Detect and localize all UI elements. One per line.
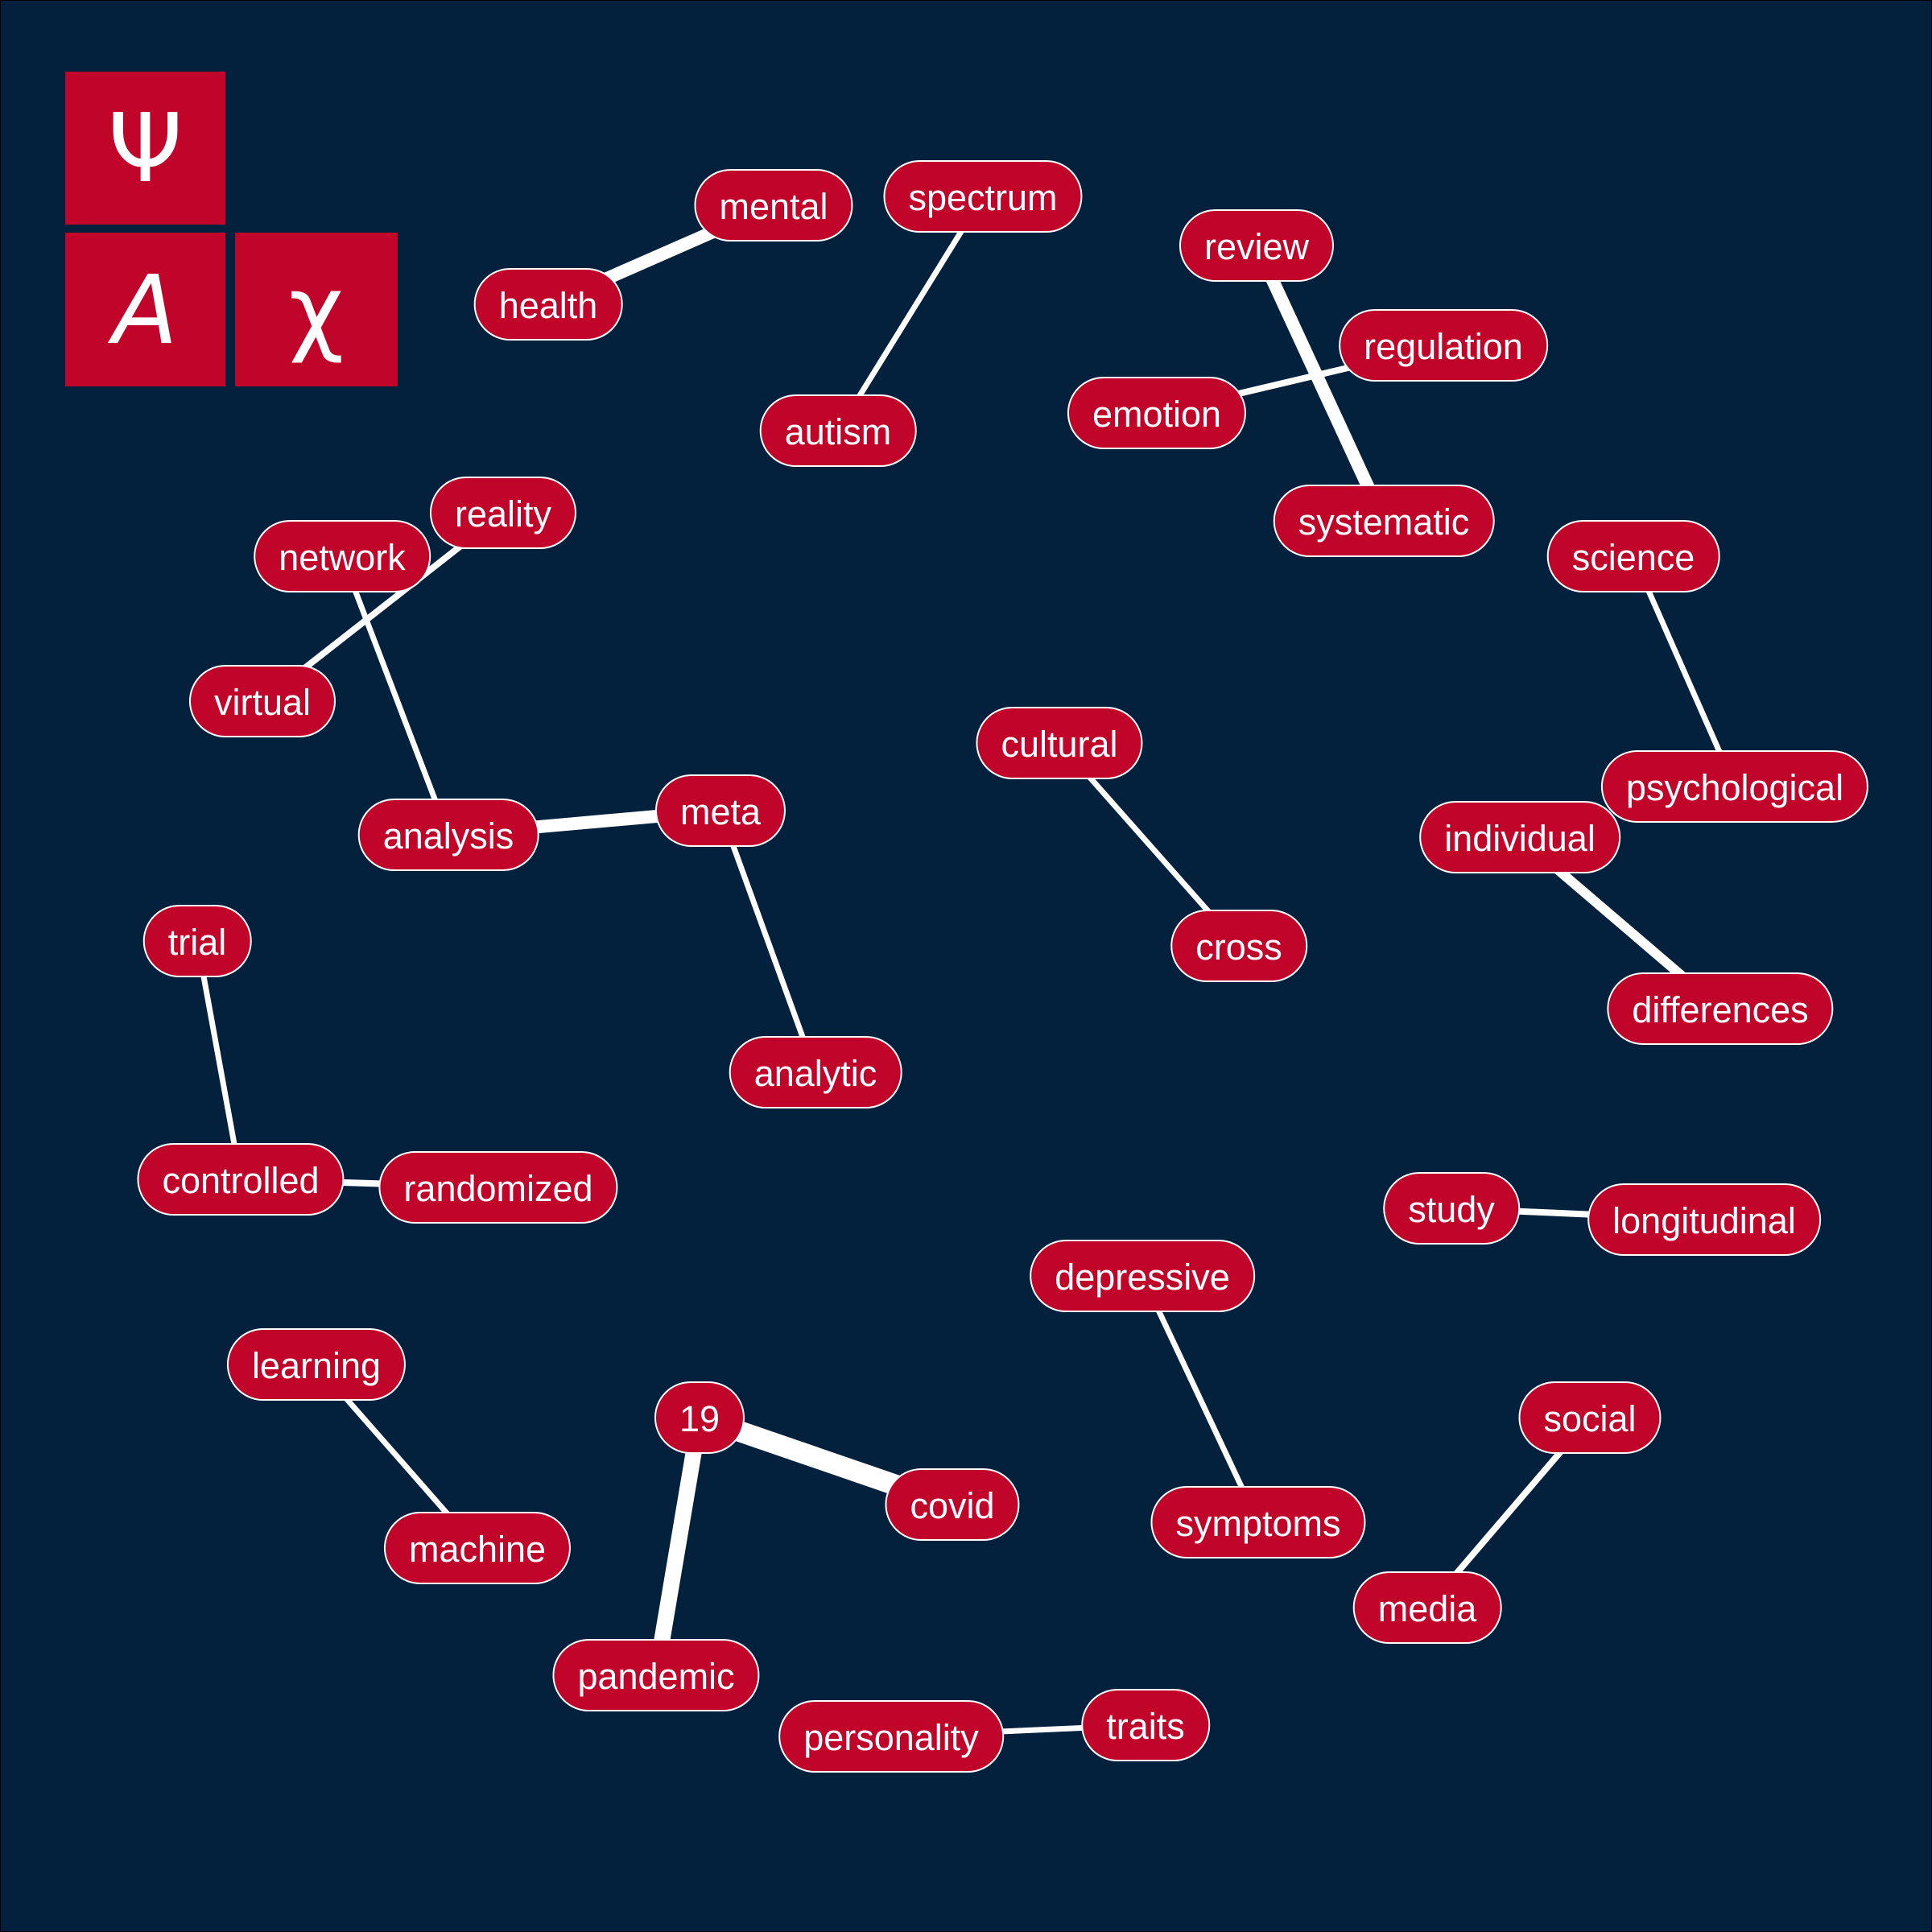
node-review: review	[1179, 209, 1335, 282]
node-randomized: randomized	[378, 1151, 618, 1224]
node-personality: personality	[778, 1700, 1004, 1773]
node-differences: differences	[1607, 972, 1834, 1045]
edge-trial-controlled	[194, 940, 244, 1180]
edge-depressive-symptoms	[1139, 1274, 1261, 1524]
node-analysis: analysis	[357, 799, 539, 871]
node-systematic: systematic	[1273, 485, 1495, 557]
node-analytic: analytic	[729, 1036, 902, 1108]
logo-alpha-tile: A	[65, 233, 225, 386]
node-n19: 19	[654, 1381, 745, 1454]
edge-science-psychological	[1630, 555, 1738, 788]
node-social: social	[1518, 1381, 1662, 1454]
logo-alpha-letter: A	[113, 254, 178, 365]
node-emotion: emotion	[1067, 377, 1247, 449]
node-media: media	[1352, 1571, 1502, 1644]
edge-review-systematic	[1250, 242, 1390, 524]
node-autism: autism	[759, 394, 917, 467]
node-learning: learning	[226, 1328, 407, 1401]
node-individual: individual	[1419, 801, 1620, 873]
node-pandemic: pandemic	[552, 1639, 760, 1711]
node-covid: covid	[885, 1468, 1020, 1541]
node-longitudinal: longitudinal	[1587, 1183, 1821, 1256]
node-trial: trial	[142, 905, 252, 977]
edge-spectrum-autism	[836, 195, 985, 432]
node-psychological: psychological	[1600, 750, 1869, 823]
logo-chi-letter: χ	[288, 254, 345, 365]
node-symptoms: symptoms	[1150, 1486, 1366, 1558]
node-machine: machine	[383, 1512, 572, 1584]
logo-chi-tile: χ	[235, 233, 398, 386]
node-cross: cross	[1170, 910, 1307, 982]
node-meta: meta	[654, 774, 786, 847]
node-reality: reality	[429, 477, 577, 549]
node-depressive: depressive	[1030, 1240, 1255, 1312]
node-study: study	[1383, 1172, 1520, 1245]
node-virtual: virtual	[188, 665, 336, 737]
node-regulation: regulation	[1339, 309, 1548, 382]
node-cultural: cultural	[976, 707, 1143, 779]
logo-psi-letter: Ψ	[108, 93, 183, 204]
edge-network-analysis	[339, 555, 452, 836]
node-spectrum: spectrum	[883, 160, 1083, 233]
node-controlled: controlled	[137, 1143, 345, 1216]
edge-n19-pandemic	[648, 1416, 708, 1677]
node-science: science	[1546, 520, 1720, 592]
node-mental: mental	[694, 169, 853, 242]
node-network: network	[254, 520, 431, 592]
edge-meta-analytic	[717, 809, 819, 1074]
logo-psi-tile: Ψ	[65, 72, 225, 225]
node-health: health	[473, 268, 623, 341]
node-traits: traits	[1081, 1689, 1210, 1761]
